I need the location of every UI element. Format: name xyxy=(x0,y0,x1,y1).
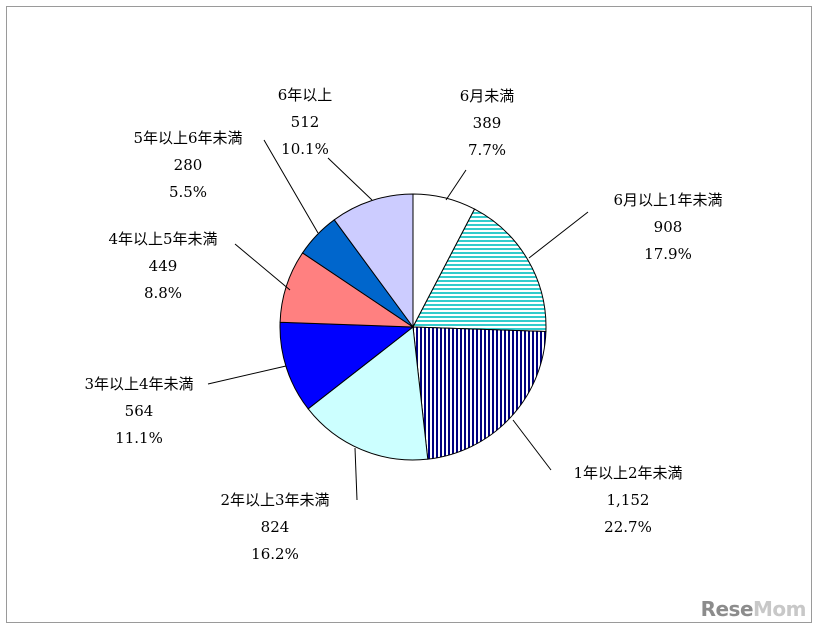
slice-label-value-4: 824 xyxy=(261,518,290,536)
slice-label-percent-5: 11.1% xyxy=(115,429,163,447)
pie-slice-4 xyxy=(307,326,429,461)
leader-line-2 xyxy=(528,211,589,259)
slice-label-name-7: 5年以上6年未満 xyxy=(133,129,242,147)
resemom-watermark: ReseMom xyxy=(700,597,807,621)
leader-line-1 xyxy=(445,169,467,201)
watermark-part2: Mom xyxy=(753,597,806,621)
leader-line-4 xyxy=(354,447,358,501)
pie-slice-8 xyxy=(333,193,414,329)
pie-slice-2 xyxy=(412,208,547,333)
leader-line-6 xyxy=(234,243,291,291)
slice-label-value-7: 280 xyxy=(174,156,203,174)
slice-label-percent-3: 22.7% xyxy=(604,518,652,536)
pie-slice-5 xyxy=(279,321,415,410)
pie-slice-3 xyxy=(412,326,547,460)
slice-label-percent-6: 8.8% xyxy=(144,284,182,302)
slice-label-percent-7: 5.5% xyxy=(169,183,207,201)
slice-label-percent-2: 17.9% xyxy=(644,245,692,263)
slice-label-name-3: 1年以上2年未満 xyxy=(573,464,682,482)
slice-label-value-2: 908 xyxy=(654,218,683,236)
slice-label-percent-1: 7.7% xyxy=(468,141,506,159)
leader-line-8 xyxy=(327,157,373,201)
slice-label-value-1: 389 xyxy=(473,114,502,132)
slice-label-name-1: 6月未満 xyxy=(460,87,515,105)
watermark-part1: Rese xyxy=(700,597,754,621)
slice-label-name-2: 6月以上1年未満 xyxy=(613,191,722,209)
slice-label-percent-8: 10.1% xyxy=(281,140,329,158)
slice-label-name-5: 3年以上4年未満 xyxy=(84,375,193,393)
slice-label-value-3: 1,152 xyxy=(607,491,650,509)
slice-label-name-6: 4年以上5年未満 xyxy=(108,230,217,248)
slice-label-value-6: 449 xyxy=(149,257,178,275)
leader-line-5 xyxy=(207,365,287,385)
slice-label-percent-4: 16.2% xyxy=(251,545,299,563)
slice-label-name-8: 6年以上 xyxy=(278,86,333,104)
slice-label-value-5: 564 xyxy=(125,402,154,420)
slice-label-value-8: 512 xyxy=(291,113,320,131)
leader-line-7 xyxy=(263,139,319,234)
slice-label-name-4: 2年以上3年未満 xyxy=(220,491,329,509)
leader-line-3 xyxy=(512,419,552,471)
